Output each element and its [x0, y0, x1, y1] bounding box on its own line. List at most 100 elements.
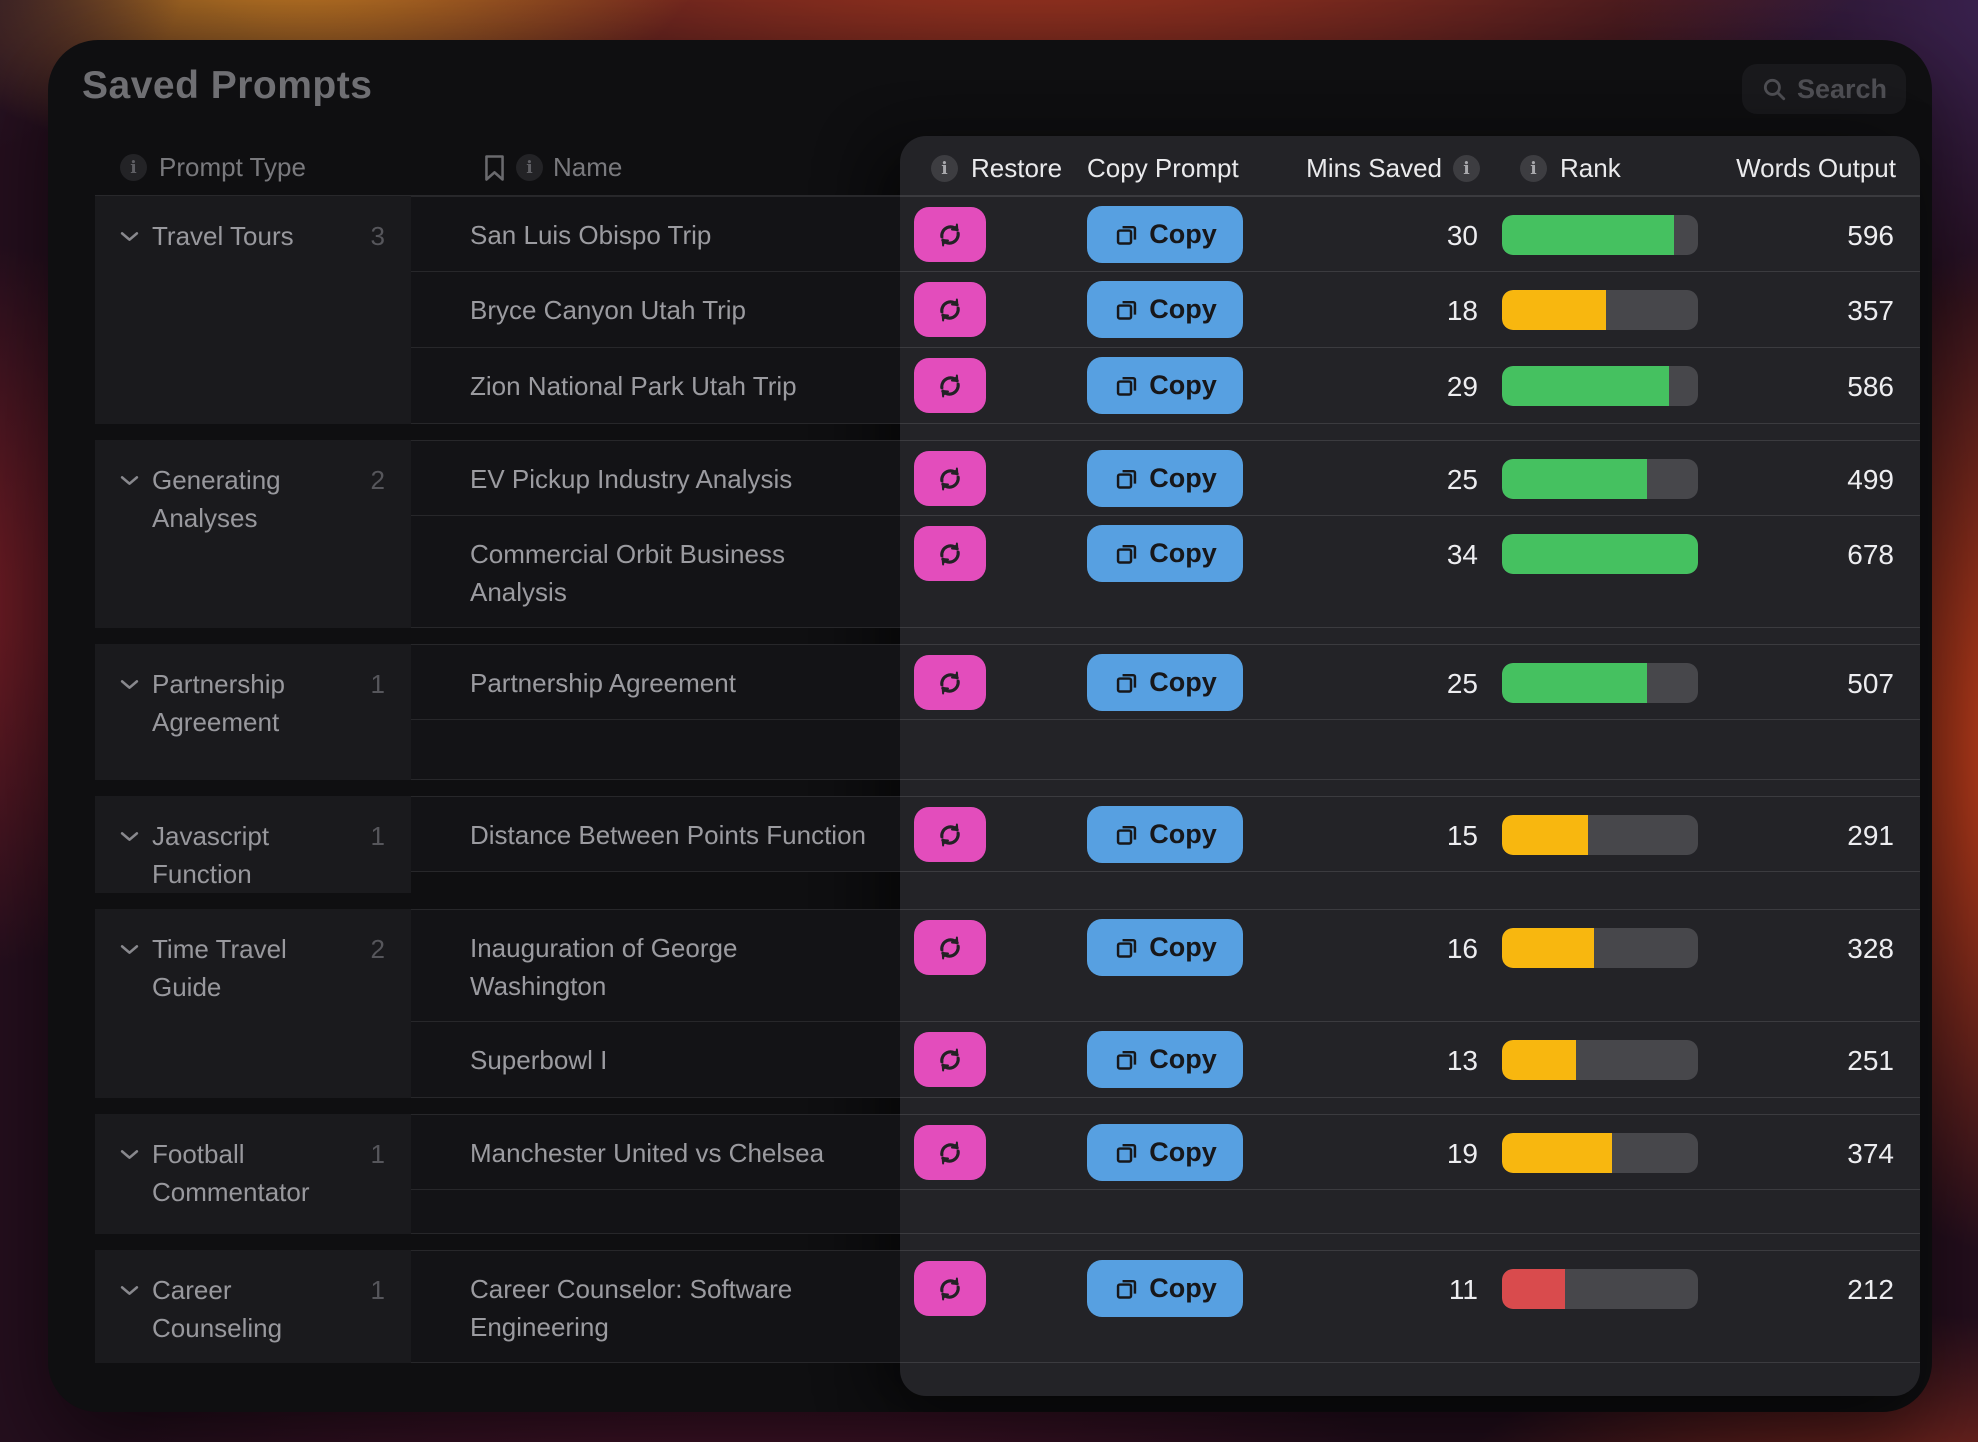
prompt-type-label: Football Commentator — [152, 1139, 310, 1207]
info-icon[interactable]: i — [516, 154, 543, 181]
search-button[interactable]: Search — [1742, 64, 1906, 114]
restore-button[interactable] — [914, 451, 986, 506]
group-filler-row — [411, 720, 1920, 780]
rank-bar-fill — [1502, 290, 1606, 330]
restore-button[interactable] — [914, 920, 986, 975]
prompt-type-cell[interactable]: Partnership Agreement 1 — [95, 644, 411, 780]
table-row: Zion National Park Utah Trip Copy 29 586 — [411, 348, 1920, 424]
prompt-metrics-cell: Copy 18 357 — [900, 272, 1920, 348]
rank-bar — [1502, 366, 1698, 406]
copy-icon — [1117, 1279, 1137, 1299]
table-body: Travel Tours 3 San Luis Obispo Trip Copy… — [48, 196, 1920, 1363]
prompt-type-count: 2 — [370, 465, 385, 495]
copy-icon — [1117, 673, 1137, 693]
restore-button[interactable] — [914, 1032, 986, 1087]
copy-button[interactable]: Copy — [1087, 281, 1243, 338]
restore-button[interactable] — [914, 655, 986, 710]
copy-icon — [1117, 938, 1137, 958]
info-icon[interactable]: i — [120, 154, 147, 181]
table-row: Distance Between Points Function Copy 15… — [411, 796, 1920, 872]
words-output-value: 212 — [1847, 1274, 1894, 1305]
prompt-type-count: 3 — [370, 221, 385, 251]
copy-button[interactable]: Copy — [1087, 654, 1243, 711]
prompt-group: Travel Tours 3 San Luis Obispo Trip Copy… — [48, 196, 1920, 424]
copy-button[interactable]: Copy — [1087, 206, 1243, 263]
copy-button-label: Copy — [1149, 932, 1217, 962]
restore-button[interactable] — [914, 358, 986, 413]
rank-bar-fill — [1502, 928, 1595, 968]
info-icon[interactable]: i — [931, 155, 958, 182]
prompt-group: Javascript Function 1 Distance Between P… — [48, 796, 1920, 893]
copy-button[interactable]: Copy — [1087, 806, 1243, 863]
copy-button[interactable]: Copy — [1087, 919, 1243, 976]
prompt-type-cell[interactable]: Football Commentator 1 — [95, 1114, 411, 1234]
prompt-name: Manchester United vs Chelsea — [470, 1138, 825, 1168]
mins-saved-value: 34 — [1446, 539, 1478, 570]
prompt-type-cell[interactable]: Time Travel Guide 2 — [95, 909, 411, 1098]
prompt-name: Commercial Orbit Business Analysis — [470, 539, 785, 607]
restore-refresh-icon — [940, 374, 960, 397]
copy-button[interactable]: Copy — [1087, 357, 1243, 414]
rank-bar — [1502, 1269, 1698, 1309]
prompt-type-cell[interactable]: Career Counseling 1 — [95, 1250, 411, 1363]
rank-bar — [1502, 534, 1698, 574]
copy-button[interactable]: Copy — [1087, 1124, 1243, 1181]
words-output-value: 328 — [1847, 933, 1894, 964]
copy-button-label: Copy — [1149, 463, 1217, 493]
prompt-type-cell[interactable]: Generating Analyses 2 — [95, 440, 411, 628]
restore-button[interactable] — [914, 207, 986, 262]
words-output-value: 374 — [1847, 1138, 1894, 1169]
prompt-name-cell: Career Counselor: Software Engineering — [411, 1250, 900, 1363]
restore-button[interactable] — [914, 1125, 986, 1180]
info-icon[interactable]: i — [1520, 155, 1547, 182]
header-rank: Rank — [1560, 153, 1621, 183]
copy-button-label: Copy — [1149, 538, 1217, 568]
saved-prompts-window: Saved Prompts Search i Prompt Type i Nam… — [48, 40, 1932, 1412]
restore-button[interactable] — [914, 526, 986, 581]
copy-button[interactable]: Copy — [1087, 1260, 1243, 1317]
restore-button[interactable] — [914, 807, 986, 862]
prompt-name-cell: Bryce Canyon Utah Trip — [411, 272, 900, 348]
copy-button-label: Copy — [1149, 667, 1217, 697]
words-output-value: 499 — [1847, 464, 1894, 495]
restore-refresh-icon — [940, 1141, 960, 1164]
prompt-type-cell[interactable]: Javascript Function 1 — [95, 796, 411, 893]
search-icon — [1763, 78, 1786, 101]
restore-button[interactable] — [914, 1261, 986, 1316]
table-header: i Prompt Type i Name i Restore Copy Prom… — [48, 140, 1920, 196]
rank-bar-fill — [1502, 1040, 1577, 1080]
restore-button[interactable] — [914, 282, 986, 337]
copy-button-label: Copy — [1149, 370, 1217, 400]
rank-bar-fill — [1502, 1133, 1612, 1173]
copy-button-label: Copy — [1149, 1044, 1217, 1074]
header-metrics: i Restore Copy Prompt Mins Saved i i Ran… — [900, 140, 1920, 196]
restore-refresh-icon — [940, 223, 960, 246]
prompt-metrics-cell: Copy 25 507 — [900, 644, 1920, 720]
prompt-metrics-cell: Copy 15 291 — [900, 796, 1920, 872]
info-icon[interactable]: i — [1453, 155, 1480, 182]
copy-button[interactable]: Copy — [1087, 450, 1243, 507]
prompt-name-cell: Distance Between Points Function — [411, 796, 900, 872]
words-output-value: 586 — [1847, 371, 1894, 402]
prompt-metrics-cell: Copy 16 328 — [900, 909, 1920, 1022]
prompt-type-label: Partnership Agreement — [152, 669, 285, 737]
rank-bar-fill — [1502, 534, 1698, 574]
prompt-type-label: Javascript Function — [152, 821, 270, 889]
chevron-down-icon — [120, 1286, 139, 1295]
copy-icon — [1117, 300, 1137, 320]
mins-saved-value: 15 — [1446, 820, 1478, 851]
rank-bar-fill — [1502, 815, 1589, 855]
restore-refresh-icon — [940, 936, 960, 959]
mins-saved-value: 16 — [1446, 933, 1478, 964]
header-restore: Restore — [971, 153, 1063, 183]
header-mins-saved: Mins Saved — [1306, 153, 1442, 183]
copy-button[interactable]: Copy — [1087, 1031, 1243, 1088]
copy-button[interactable]: Copy — [1087, 525, 1243, 582]
prompt-type-cell[interactable]: Travel Tours 3 — [95, 196, 411, 424]
prompt-group: Career Counseling 1 Career Counselor: So… — [48, 1250, 1920, 1363]
words-output-value: 678 — [1847, 539, 1894, 570]
mins-saved-value: 19 — [1446, 1138, 1478, 1169]
prompt-type-label: Generating Analyses — [152, 465, 281, 533]
prompt-name-cell: Partnership Agreement — [411, 644, 900, 720]
mins-saved-value: 30 — [1446, 220, 1478, 251]
